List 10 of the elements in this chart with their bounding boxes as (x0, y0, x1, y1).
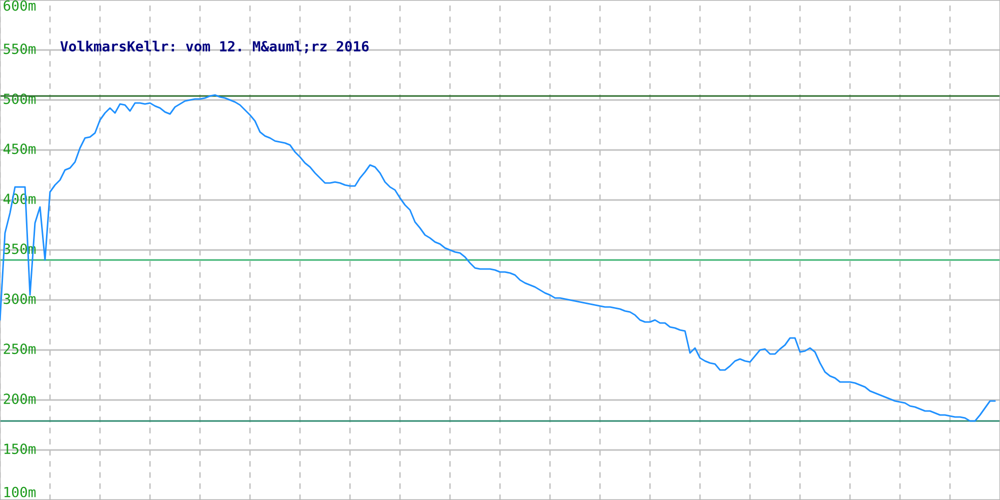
y-tick-label: 450m (3, 144, 36, 154)
text: VolkmarsKellr: vom 12. M&auml;rz 2016 (60, 40, 369, 54)
y-tick-label: 250m (4, 344, 36, 354)
y-tick-label: 100m (4, 486, 36, 498)
y-tick-label: 150m (4, 444, 36, 454)
y-tick-label: 300m (4, 294, 36, 304)
line-series (0, 94, 996, 422)
y-tick-label: 550m (4, 44, 36, 54)
y-tick-label: 600m (4, 0, 36, 11)
y-tick-label: 200m (4, 394, 36, 404)
